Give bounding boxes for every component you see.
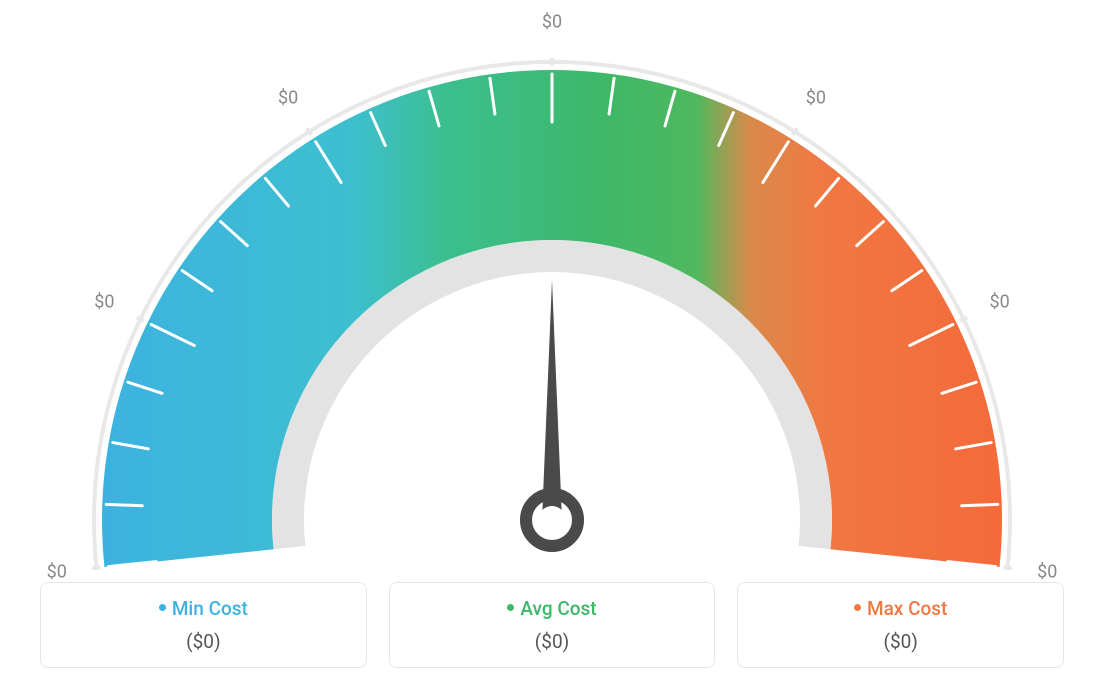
- legend-label-min: Min Cost: [172, 597, 248, 620]
- legend-dot-min: [159, 604, 166, 611]
- legend-label-max: Max Cost: [867, 597, 947, 620]
- legend-row: Min Cost ($0) Avg Cost ($0) Max Cost ($0…: [40, 582, 1064, 668]
- legend-value-min: ($0): [51, 630, 356, 653]
- legend-title-max: Max Cost: [748, 597, 1053, 620]
- legend-value-max: ($0): [748, 630, 1053, 653]
- scale-label-0: $0: [47, 562, 67, 583]
- legend-dot-avg: [507, 604, 514, 611]
- gauge-svg: [0, 10, 1104, 570]
- legend-dot-max: [854, 604, 861, 611]
- scale-label-4: $0: [806, 87, 826, 108]
- legend-card-max: Max Cost ($0): [737, 582, 1064, 668]
- scale-label-1: $0: [94, 291, 114, 312]
- scale-label-5: $0: [989, 291, 1009, 312]
- scale-label-6: $0: [1037, 562, 1057, 583]
- gauge-area: $0$0$0$0$0$0$0: [0, 0, 1104, 560]
- legend-title-avg: Avg Cost: [400, 597, 705, 620]
- gauge-chart-container: $0 $0 $0 $0 $0 $0 $0 Min Cost ($0) Avg Cost ($…: [0, 0, 1104, 690]
- legend-value-avg: ($0): [400, 630, 705, 653]
- scale-label-2: $0: [278, 87, 298, 108]
- legend-card-avg: Avg Cost ($0): [389, 582, 716, 668]
- legend-card-min: Min Cost ($0): [40, 582, 367, 668]
- legend-label-avg: Avg Cost: [520, 597, 596, 620]
- scale-label-3: $0: [542, 12, 562, 33]
- legend-title-min: Min Cost: [51, 597, 356, 620]
